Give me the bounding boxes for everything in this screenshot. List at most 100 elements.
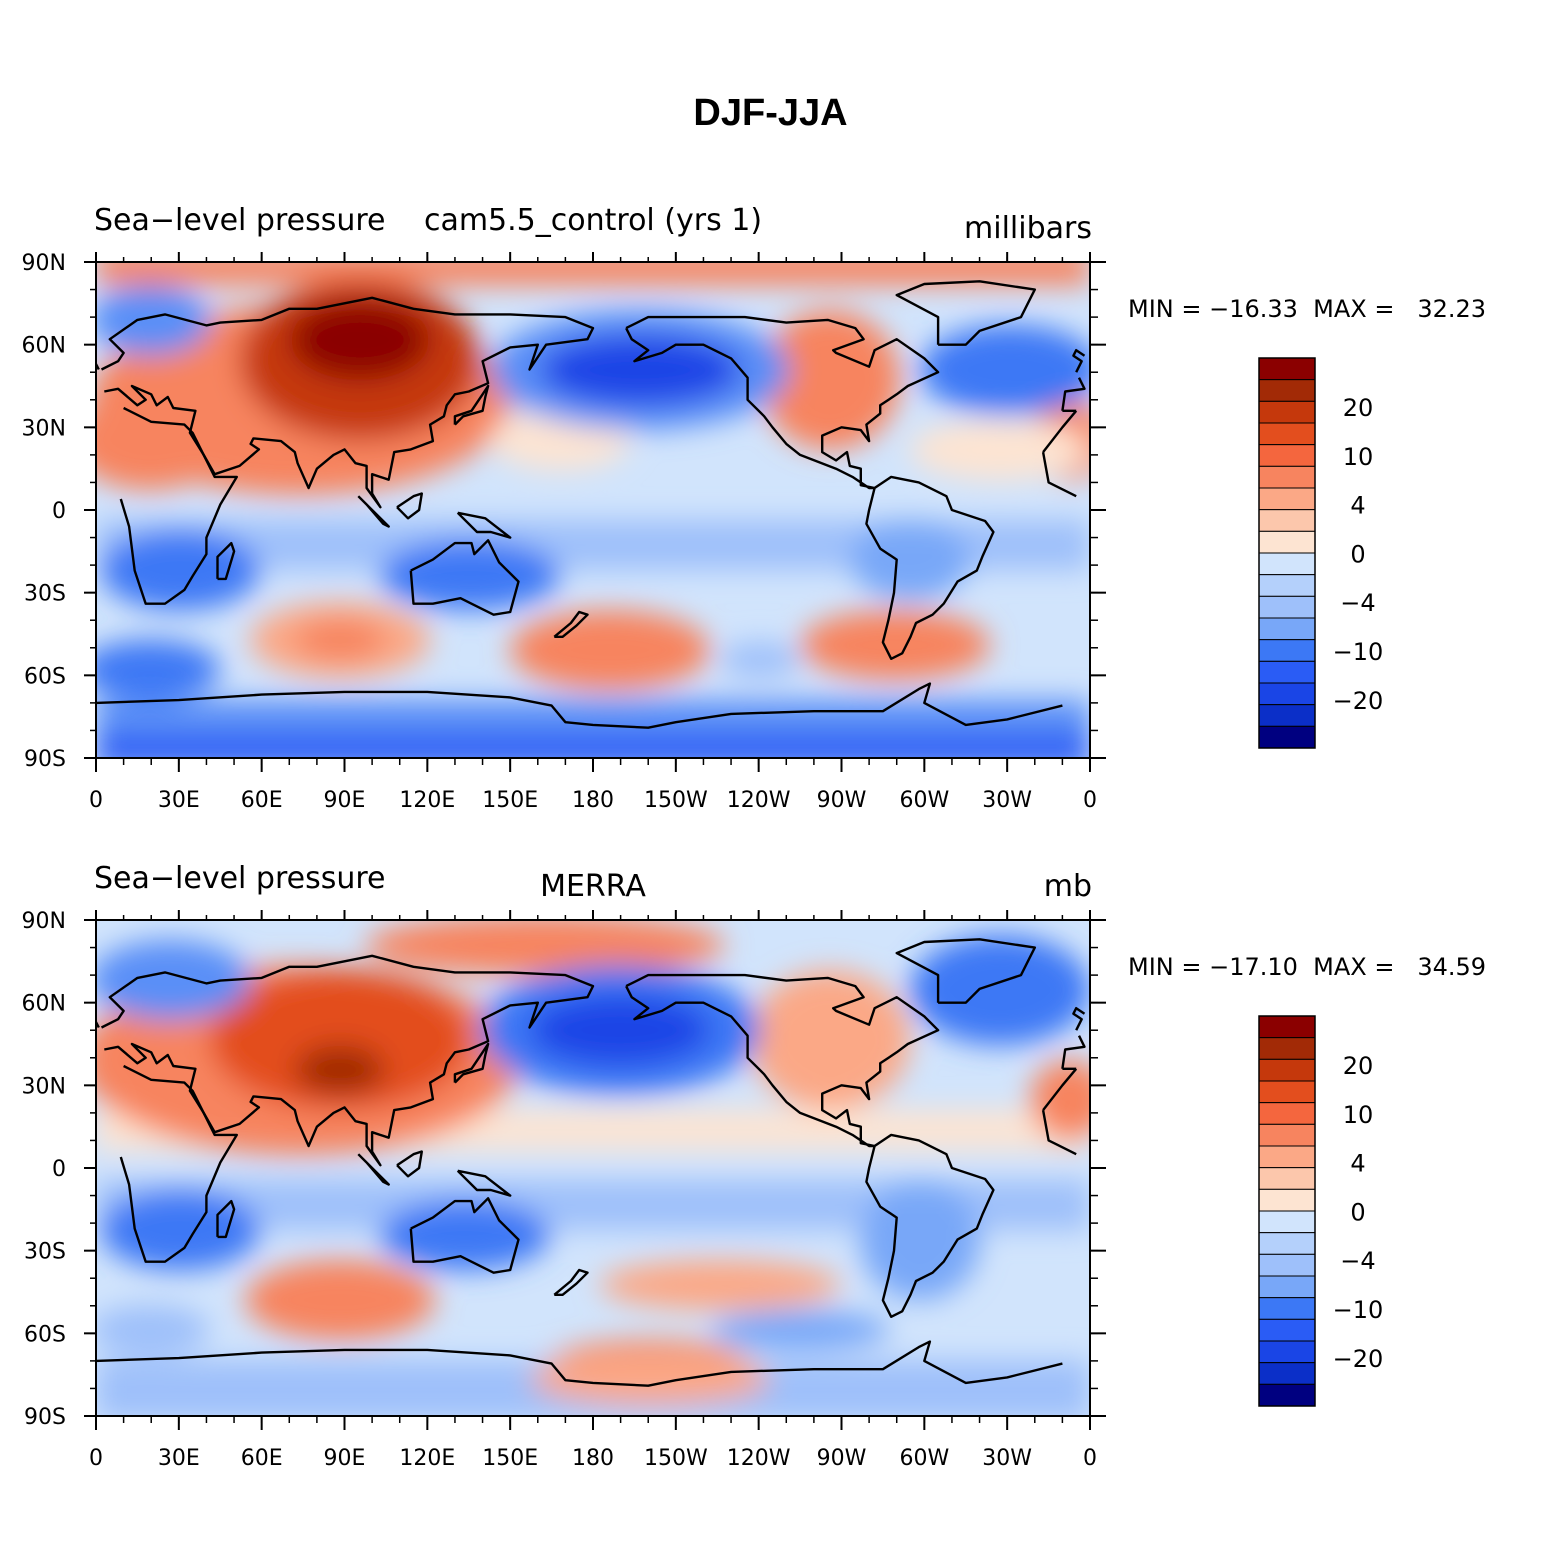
colorbar-box — [1258, 1015, 1316, 1039]
colorbar-box — [1258, 574, 1316, 597]
obs-left-title: Sea−level pressure — [94, 861, 385, 896]
colorbar-box — [1258, 444, 1316, 467]
figure-title: DJF-JJA — [693, 92, 848, 134]
colorbar-label: −20 — [1333, 1345, 1384, 1373]
colorbar-box — [1258, 1145, 1316, 1169]
colorbar-label: −10 — [1333, 1296, 1384, 1324]
model-panel: 0 30E 60E 90E 120E 150E 180 150W 120W 90W 60W 30W 09… — [22, 203, 1487, 813]
colorbar-box — [1258, 639, 1316, 662]
colorbar-label: 20 — [1343, 394, 1374, 422]
colorbar-label: 0 — [1350, 1198, 1365, 1226]
y-tick-label: 90S — [24, 747, 66, 772]
obs-colorbar: 20 10 4 0 −4 −10 −20 — [1258, 1015, 1384, 1407]
colorbar-label: 0 — [1350, 540, 1365, 568]
x-tick-label: 30E — [158, 1446, 200, 1471]
x-tick-label: 90E — [324, 788, 366, 813]
obs-center-title: MERRA — [540, 869, 646, 904]
model-stats: MIN = −16.33 MAX = 32.23 — [1128, 295, 1486, 323]
x-tick-label: 150W — [644, 1446, 708, 1471]
obs-stats: MIN = −17.10 MAX = 34.59 — [1128, 953, 1486, 981]
colorbar-label: 4 — [1350, 1150, 1365, 1178]
colorbar-label: −20 — [1333, 687, 1384, 715]
y-tick-label: 60N — [22, 992, 66, 1017]
colorbar-box — [1258, 1058, 1316, 1082]
y-tick-label: 90N — [22, 909, 66, 934]
colorbar-box — [1258, 725, 1316, 749]
y-tick-label: 60S — [24, 664, 66, 689]
y-tick-label: 60S — [24, 1322, 66, 1347]
colorbar-box — [1258, 660, 1316, 684]
colorbar-box — [1258, 1080, 1316, 1104]
obs-axis-ticks: 0 30E 60E 90E 120E 150E 180 150W 120W 90W 60W 30W 09… — [22, 909, 1106, 1471]
colorbar-box — [1258, 1318, 1316, 1342]
colorbar-box — [1258, 552, 1316, 576]
x-tick-label: 30E — [158, 788, 200, 813]
colorbar-box — [1258, 617, 1316, 641]
colorbar-box — [1258, 1253, 1316, 1277]
x-tick-label: 120W — [727, 788, 791, 813]
colorbar-box — [1258, 379, 1316, 402]
colorbar-box — [1258, 422, 1316, 446]
colorbar-box — [1258, 1123, 1316, 1147]
x-tick-label: 120E — [399, 788, 455, 813]
colorbar-label: −4 — [1340, 589, 1375, 617]
colorbar-box — [1258, 1188, 1316, 1212]
colorbar-box — [1258, 1340, 1316, 1364]
y-tick-label: 30N — [22, 1074, 66, 1099]
colorbar-box — [1258, 1362, 1316, 1385]
y-tick-label: 30S — [24, 1240, 66, 1265]
colorbar-box — [1258, 1102, 1316, 1125]
x-tick-label: 120E — [399, 1446, 455, 1471]
colorbar-box — [1258, 704, 1316, 727]
model-colorbar: 20 10 4 0 −4 −10 −20 — [1258, 357, 1384, 749]
model-center-title: cam5.5_control (yrs 1) — [424, 203, 762, 238]
colorbar-label: 20 — [1343, 1052, 1374, 1080]
y-tick-label: 0 — [52, 499, 66, 524]
colorbar-box — [1258, 1383, 1316, 1407]
colorbar-box — [1258, 1275, 1316, 1299]
colorbar-box — [1258, 1167, 1316, 1190]
x-tick-label: 60E — [241, 1446, 283, 1471]
colorbar-box — [1258, 682, 1316, 706]
x-tick-label: 30W — [982, 788, 1032, 813]
colorbar-box — [1258, 1232, 1316, 1255]
y-tick-label: 60N — [22, 334, 66, 359]
y-tick-label: 90N — [22, 251, 66, 276]
model-axis-ticks: 0 30E 60E 90E 120E 150E 180 150W 120W 90W 60W 30W 09… — [22, 251, 1106, 813]
x-tick-label: 90W — [817, 1446, 867, 1471]
colorbar-box — [1258, 400, 1316, 424]
x-tick-label: 150W — [644, 788, 708, 813]
x-tick-label: 90W — [817, 788, 867, 813]
x-tick-label: 0 — [89, 1446, 103, 1471]
x-tick-label: 30W — [982, 1446, 1032, 1471]
colorbar-box — [1258, 509, 1316, 532]
x-tick-label: 60E — [241, 788, 283, 813]
x-tick-label: 0 — [1083, 788, 1097, 813]
x-tick-label: 60W — [899, 788, 949, 813]
x-tick-label: 60W — [899, 1446, 949, 1471]
obs-coastlines — [96, 938, 1086, 1387]
x-tick-label: 150E — [482, 788, 538, 813]
colorbar-label: 4 — [1350, 492, 1365, 520]
colorbar-label: 10 — [1343, 1101, 1374, 1129]
x-tick-label: 180 — [572, 1446, 614, 1471]
x-tick-label: 0 — [1083, 1446, 1097, 1471]
x-tick-label: 120W — [727, 1446, 791, 1471]
x-tick-label: 0 — [89, 788, 103, 813]
model-right-title: millibars — [964, 211, 1092, 246]
colorbar-box — [1258, 465, 1316, 489]
y-tick-label: 30N — [22, 416, 66, 441]
x-tick-label: 150E — [482, 1446, 538, 1471]
colorbar-box — [1258, 530, 1316, 554]
colorbar-box — [1258, 487, 1316, 511]
model-left-title: Sea−level pressure — [94, 203, 385, 238]
obs-right-title: mb — [1044, 869, 1092, 904]
obs-field — [96, 920, 1090, 1416]
y-tick-label: 0 — [52, 1157, 66, 1182]
colorbar-label: −10 — [1333, 638, 1384, 666]
obs-panel: 0 30E 60E 90E 120E 150E 180 150W 120W 90W 60W 30W 09… — [22, 861, 1487, 1471]
model-field — [96, 262, 1090, 758]
colorbar-box — [1258, 1210, 1316, 1234]
